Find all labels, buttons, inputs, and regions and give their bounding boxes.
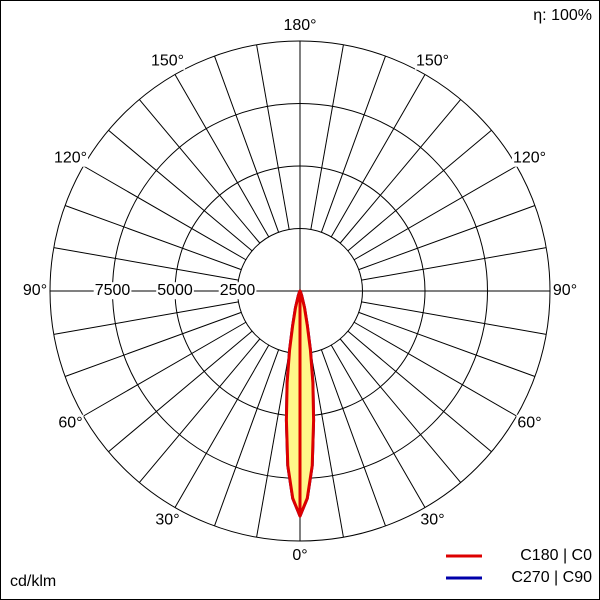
grid-line	[138, 338, 261, 483]
grid-line	[256, 44, 290, 230]
grid-line	[330, 74, 426, 238]
r-tick-label: 5000	[157, 282, 193, 299]
unit-label: cd/klm	[10, 573, 56, 590]
angle-label-bg	[52, 149, 89, 167]
legend-label: C180 | C0	[520, 547, 592, 564]
r-tick-label: 7500	[95, 282, 131, 299]
angle-label-bg	[282, 17, 318, 35]
r-tick-label-bg	[218, 282, 257, 300]
angle-label-bg	[511, 149, 548, 167]
grid-line	[310, 44, 344, 230]
angle-label-bg	[149, 52, 186, 70]
grid-line	[108, 330, 253, 453]
grid-line	[174, 344, 270, 508]
grid-line	[108, 129, 253, 252]
grid-line	[214, 55, 280, 233]
grid-line	[320, 349, 386, 527]
grid-line	[353, 321, 517, 417]
grid-line	[53, 247, 239, 281]
angle-label-bg	[551, 282, 579, 300]
grid-line	[174, 74, 270, 238]
grid-line	[339, 99, 462, 244]
grid-line	[339, 338, 462, 483]
angle-label-bg	[57, 414, 84, 432]
angle-tick-label: 60°	[58, 415, 82, 432]
grid-line	[330, 344, 426, 508]
grid-line	[256, 352, 290, 538]
angle-tick-label: 90°	[23, 282, 47, 299]
grid-line	[353, 165, 517, 261]
efficiency-label: η: 100%	[533, 7, 592, 24]
angle-label-bg	[291, 547, 309, 565]
grid-line	[361, 247, 547, 281]
grid-line	[358, 311, 536, 377]
angle-tick-label: 60°	[517, 415, 541, 432]
grid-line	[320, 55, 386, 233]
grid-line	[53, 301, 239, 335]
angle-label-bg	[154, 511, 181, 529]
r-tick-label-bg	[93, 282, 132, 300]
grid-line	[361, 301, 547, 335]
angle-tick-label: 30°	[420, 512, 444, 529]
angle-tick-label: 0°	[292, 547, 307, 564]
series-group	[284, 289, 316, 518]
grid-line	[138, 99, 261, 244]
grid-line	[347, 129, 492, 252]
angle-tick-label: 150°	[416, 53, 449, 70]
grid-line	[310, 352, 344, 538]
grid-line	[358, 205, 536, 271]
r-tick-label-bg	[156, 282, 194, 300]
angle-tick-label: 120°	[513, 150, 546, 167]
angle-tick-label: 30°	[155, 512, 179, 529]
angle-label-bg	[419, 511, 446, 529]
grid-line	[83, 165, 247, 261]
angle-tick-label: 150°	[151, 53, 184, 70]
angle-tick-label: 90°	[553, 282, 577, 299]
angle-label-bg	[21, 282, 49, 300]
angle-label-bg	[516, 414, 543, 432]
angle-label-bg	[414, 52, 451, 70]
angle-tick-label: 180°	[283, 17, 316, 34]
angle-tick-label: 120°	[54, 150, 87, 167]
grid-line	[83, 321, 247, 417]
intensity-curve	[284, 289, 302, 518]
r-tick-label: 2500	[220, 282, 256, 299]
grid-line	[64, 205, 242, 271]
legend-label: C270 | C90	[511, 569, 592, 586]
grid-line	[214, 349, 280, 527]
grid-line	[347, 330, 492, 453]
grid-line	[64, 311, 242, 377]
